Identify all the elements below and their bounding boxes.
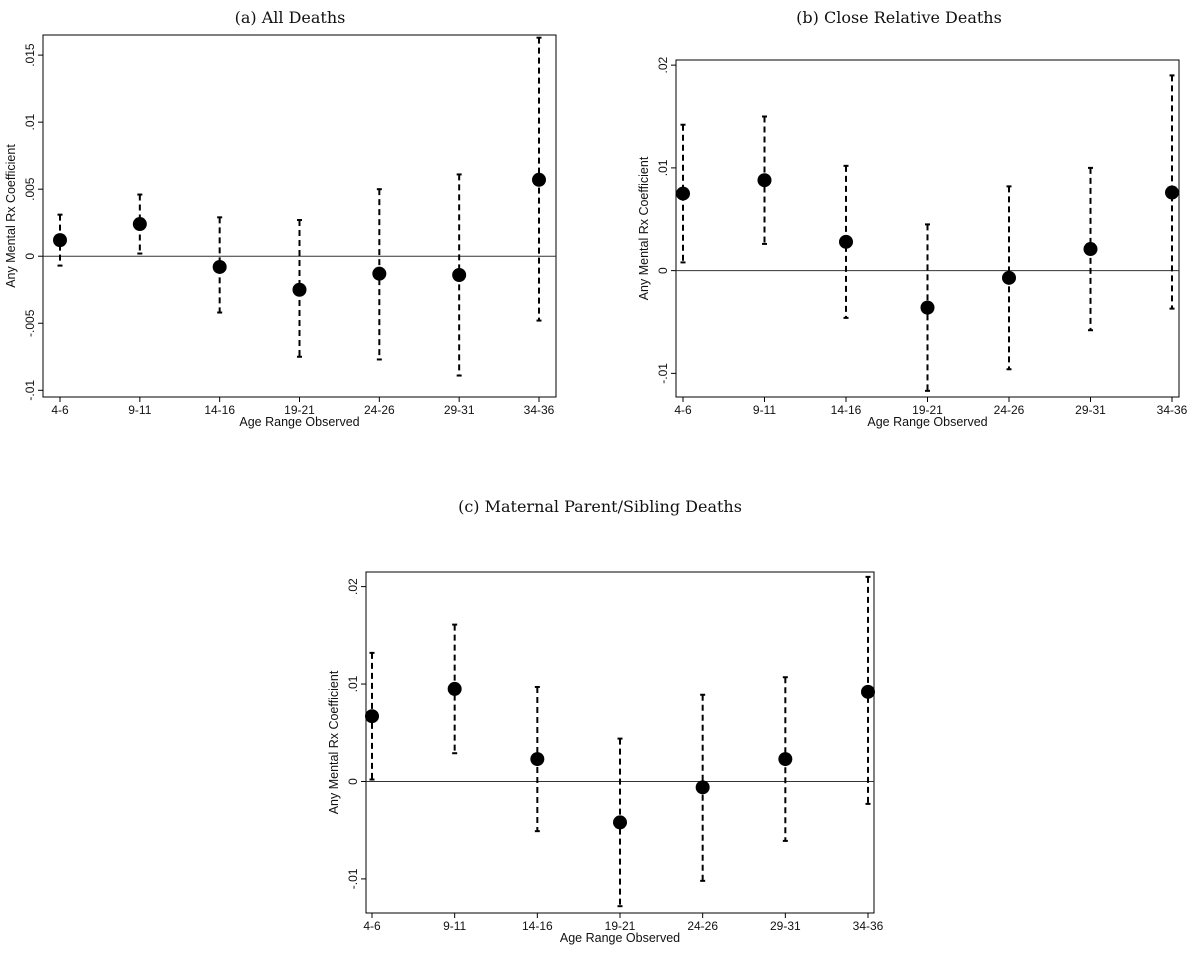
x-tick-label: 9-11 xyxy=(443,919,466,933)
y-axis-title: Any Mental Rx Coefficient xyxy=(4,144,18,288)
y-tick-label: .01 xyxy=(346,675,360,692)
x-tick-label: 14-16 xyxy=(522,919,553,933)
data-point xyxy=(452,267,467,282)
chart-b: -.01 0 .01 .02 4-6 9-11 14-16 19-21 24-26 29-31 34… xyxy=(637,56,1188,429)
data-point xyxy=(292,282,307,297)
data-point xyxy=(778,752,793,767)
y-tick-label: -.01 xyxy=(346,868,360,889)
x-tick-label: 29-31 xyxy=(770,919,801,933)
y-tick-label: -.01 xyxy=(656,363,670,384)
x-tick-label: 14-16 xyxy=(204,403,235,417)
y-tick-label: .02 xyxy=(656,56,670,73)
panel-a-title: (a) All Deaths xyxy=(234,8,346,27)
chart-c: -.01 0 .01 .02 4-6 9-11 14-16 19-21 24-26 29-31 34… xyxy=(327,571,884,945)
data-point xyxy=(1165,185,1179,200)
data-point xyxy=(365,709,379,724)
panel-a: (a) All Deaths -.01 -.005 0 .005 .01 .015 4-6 9… xyxy=(0,0,580,460)
x-axis-title: Age Range Observed xyxy=(239,415,359,429)
panel-c: (c) Maternal Parent/Sibling Deaths -.01 0… xyxy=(300,480,900,957)
data-point xyxy=(839,234,853,249)
x-tick-label: 34-36 xyxy=(1157,403,1188,417)
x-tick-label: 4-6 xyxy=(674,403,692,417)
y-axis-title: Any Mental Rx Coefficient xyxy=(327,670,341,814)
chart-a: -.01 -.005 0 .005 .01 .015 4-6 9-11 14-16 19-21 24… xyxy=(4,34,557,429)
data-point xyxy=(372,266,387,281)
x-tick-label: 29-31 xyxy=(1075,403,1106,417)
data-point xyxy=(532,172,546,187)
y-tick-label: 0 xyxy=(23,253,37,260)
y-axis-title: Any Mental Rx Coefficient xyxy=(637,156,651,300)
data-point xyxy=(695,780,710,795)
data-point xyxy=(1002,270,1016,285)
x-tick-label: 34-36 xyxy=(524,403,555,417)
y-tick-label: -.01 xyxy=(23,380,37,401)
x-tick-label: 24-26 xyxy=(364,403,395,417)
x-tick-label: 34-36 xyxy=(853,919,884,933)
data-point xyxy=(132,217,147,232)
x-axis-title: Age Range Observed xyxy=(560,931,680,945)
x-axis-title: Age Range Observed xyxy=(867,415,987,429)
data-point xyxy=(757,173,772,188)
x-tick-label: 24-26 xyxy=(687,919,718,933)
data-point xyxy=(53,233,67,248)
x-tick-label: 14-16 xyxy=(831,403,862,417)
y-tick-label: .02 xyxy=(346,578,360,595)
y-tick-label: -.005 xyxy=(23,309,37,337)
y-tick-label: .01 xyxy=(23,113,37,130)
x-tick-label: 19-21 xyxy=(284,403,315,417)
data-point xyxy=(530,752,545,767)
x-tick-label: 24-26 xyxy=(994,403,1025,417)
panel-b: (b) Close Relative Deaths -.01 0 .01 .02 4-6… xyxy=(600,0,1198,460)
data-point xyxy=(613,815,627,830)
data-point xyxy=(920,300,935,315)
x-tick-label: 9-11 xyxy=(753,403,776,417)
panel-c-title: (c) Maternal Parent/Sibling Deaths xyxy=(458,497,742,516)
x-tick-label: 19-21 xyxy=(912,403,943,417)
data-point xyxy=(212,259,227,274)
data-point xyxy=(1083,242,1098,257)
x-tick-label: 29-31 xyxy=(444,403,475,417)
x-tick-label: 19-21 xyxy=(605,919,636,933)
y-tick-label: .005 xyxy=(23,177,37,201)
data-point xyxy=(676,186,690,201)
y-tick-label: 0 xyxy=(656,267,670,274)
y-tick-label: 0 xyxy=(346,778,360,785)
x-tick-label: 4-6 xyxy=(363,919,381,933)
x-tick-label: 9-11 xyxy=(128,403,151,417)
data-point xyxy=(447,681,462,696)
y-tick-label: .01 xyxy=(656,159,670,176)
panel-b-title: (b) Close Relative Deaths xyxy=(796,8,1002,27)
data-point xyxy=(861,684,875,699)
y-tick-label: .015 xyxy=(23,43,37,67)
x-tick-label: 4-6 xyxy=(51,403,69,417)
